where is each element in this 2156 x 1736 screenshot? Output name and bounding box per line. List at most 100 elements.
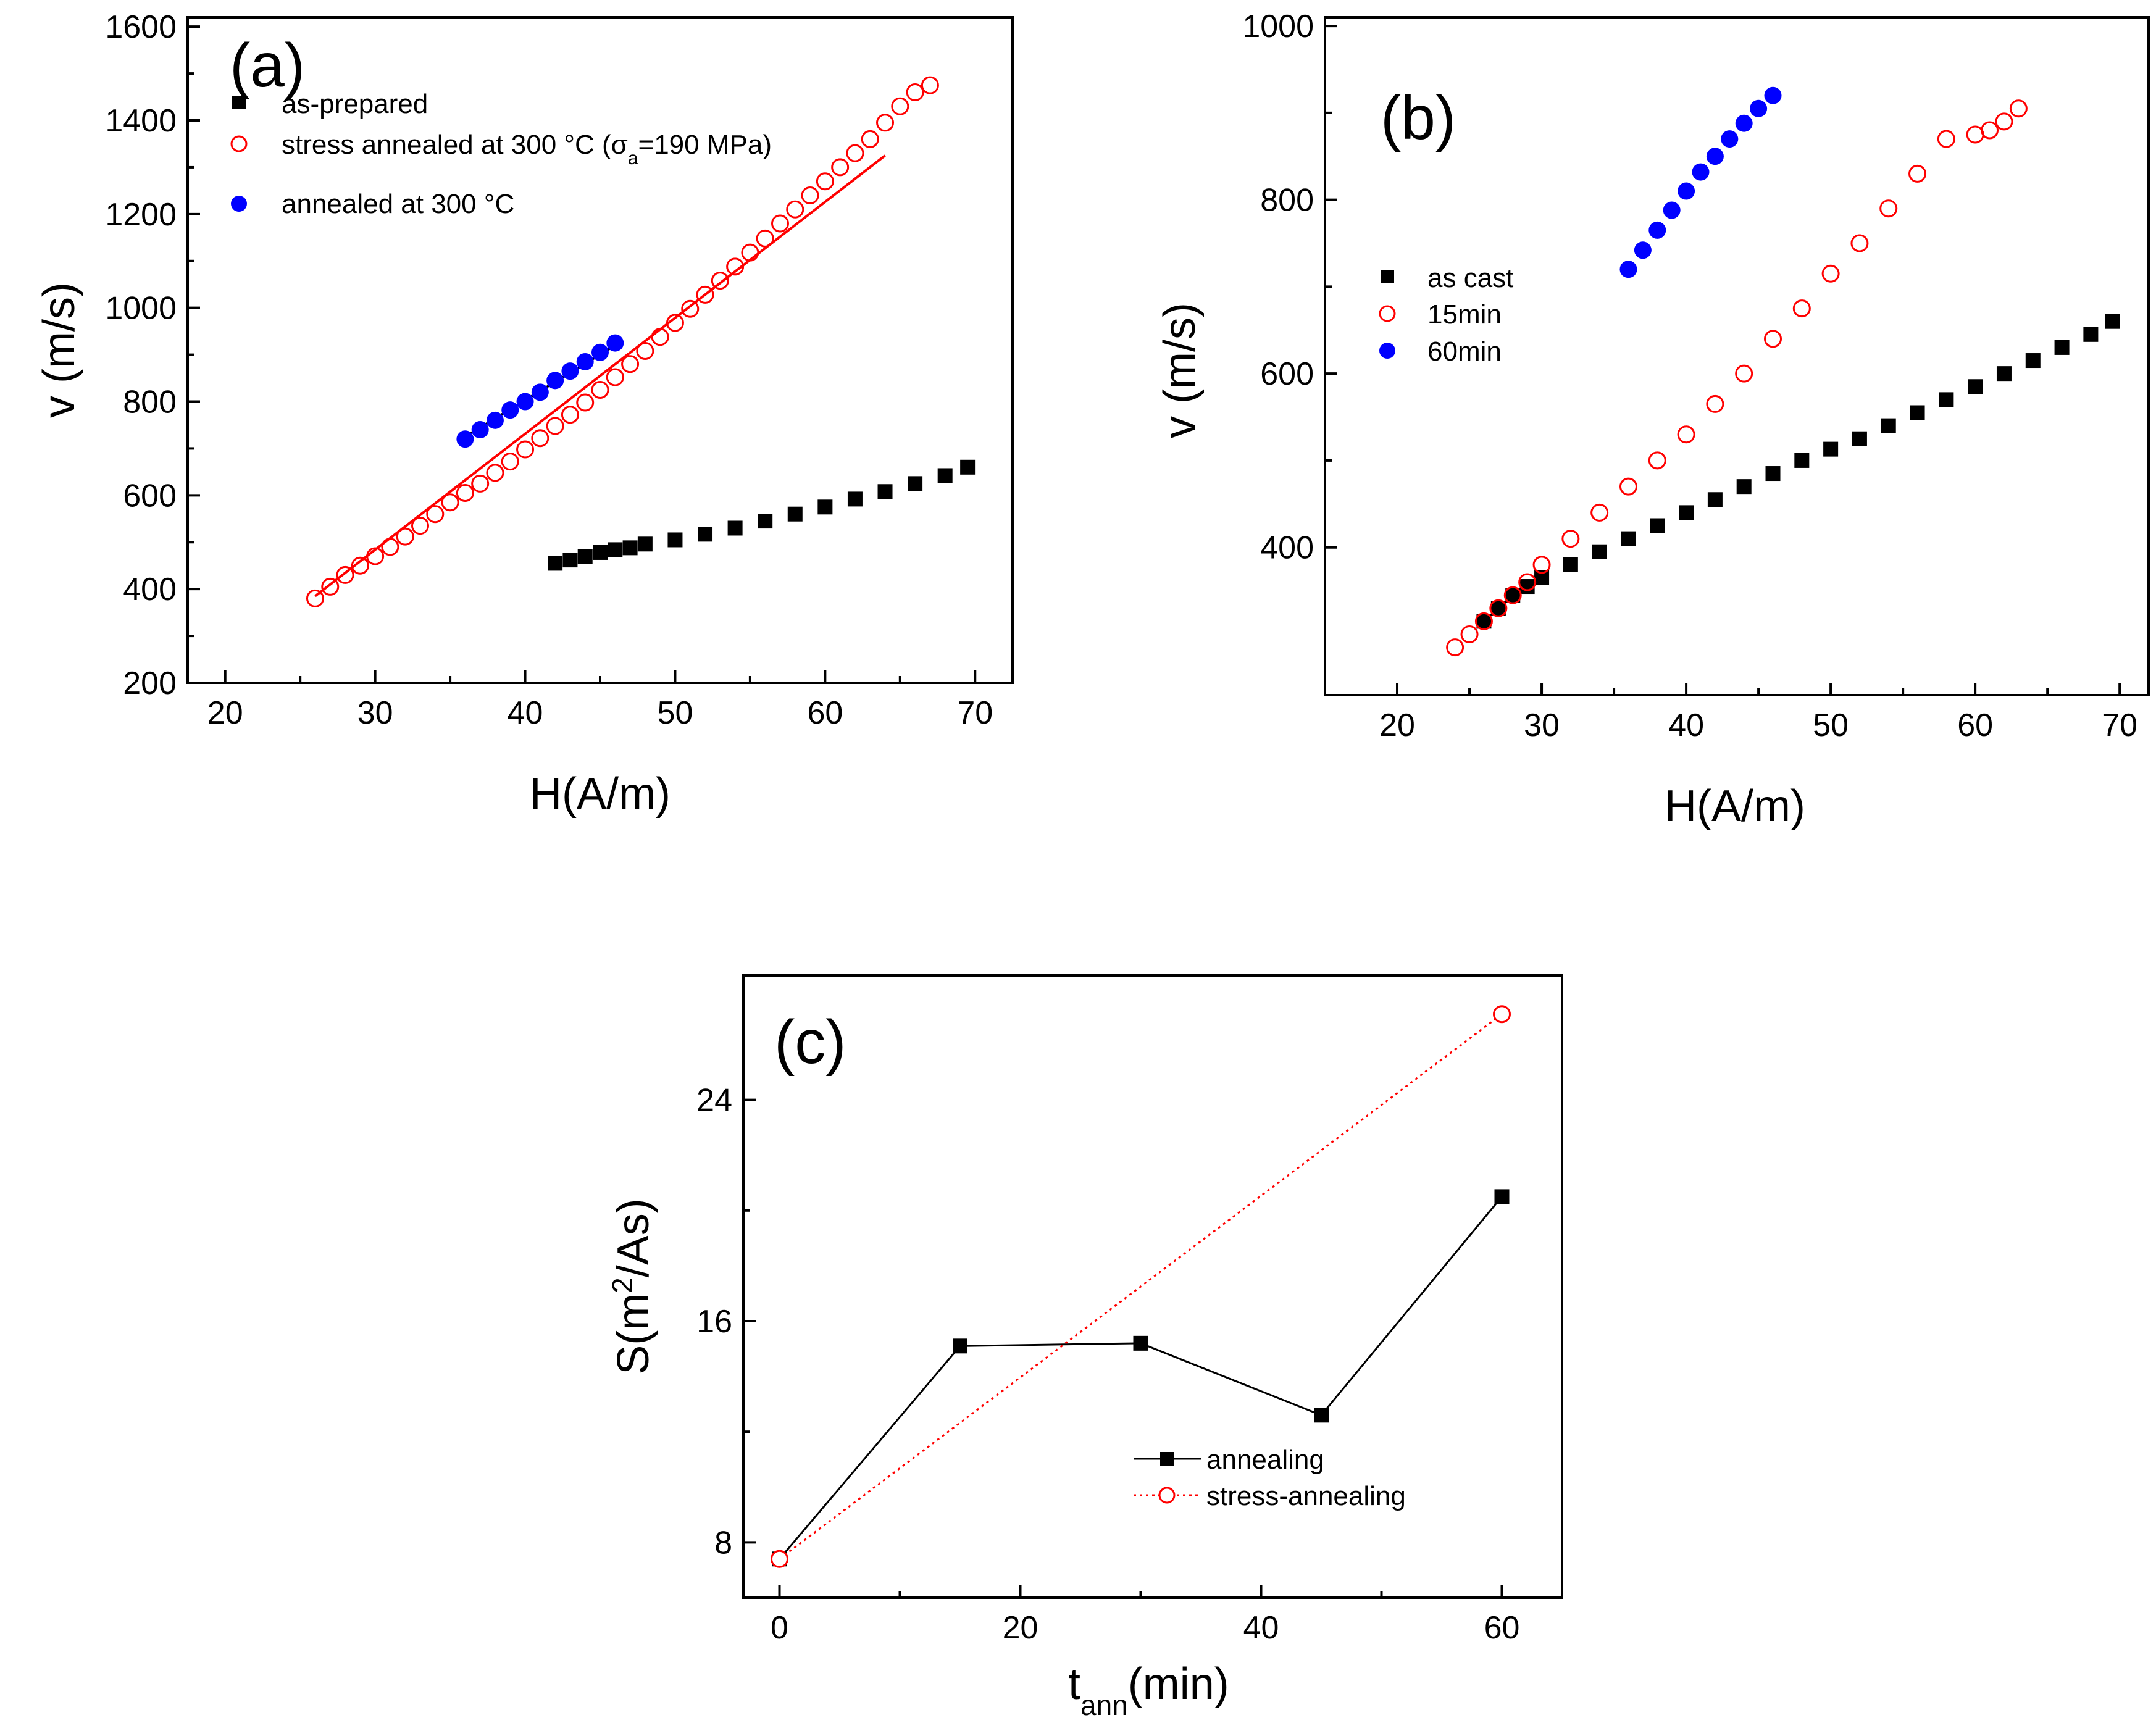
xtick-label-40: 40 [1243,1610,1279,1646]
point-s1-33 [801,186,819,204]
point-s0-13 [1794,453,1810,468]
point-s2-5 [1692,163,1710,181]
panel-a-xlabel: H(A/m) [530,769,671,819]
point-s1-1 [1493,1005,1511,1024]
point-s0-24 [2105,314,2120,329]
point-s0-5 [622,540,638,556]
point-s2-4 [516,393,534,411]
point-s0-23 [2083,327,2099,342]
legend-marker-stress-annealing [1158,1487,1176,1504]
point-s1-18 [1879,199,1898,218]
legend-marker-stress-annealed [230,135,248,152]
point-s0-9 [1679,505,1694,520]
point-s1-8 [426,505,445,524]
point-s0-17 [1910,405,1925,420]
point-s0-3 [593,545,608,560]
panel-a-ticks: 20 30 40 50 60 70 200 400 600 800 1000 1200 1400 1600 [105,9,993,731]
point-s1-13 [501,453,519,471]
point-s1-4 [366,547,385,565]
point-s0-12 [817,499,833,515]
panel-b-frame [1324,16,2150,696]
ytick-label-400: 400 [123,572,177,607]
point-s0-17 [960,459,976,475]
point-s0-7 [1621,531,1636,546]
point-s1-35 [831,158,850,177]
point-s0-8 [698,527,713,542]
ytick-label-800: 800 [123,385,177,420]
point-s2-3 [501,401,519,419]
xtick-label-20: 20 [1379,707,1415,743]
point-s1-34 [816,172,834,191]
point-s0-13 [847,491,863,507]
point-s1-4 [1503,586,1522,604]
point-s1-28 [726,257,745,276]
point-s1-25 [681,299,700,318]
panel-b-label: (b) [1381,83,1456,152]
point-s1-15 [531,429,549,448]
point-s2-1 [1634,241,1652,259]
xtick-label-40: 40 [1668,707,1704,743]
point-s0-14 [877,484,893,499]
point-s0-10 [1707,492,1723,507]
panel-c-legend: annealing stress-annealing [1134,1445,1406,1511]
ytick-label-1600: 1600 [105,9,177,45]
point-s1-19 [591,381,609,399]
legend-label-annealing: annealing [1206,1445,1324,1475]
point-s0-15 [908,476,923,491]
legend-marker-15min [1379,305,1396,322]
point-s1-14 [516,440,535,459]
point-s0-14 [1823,441,1839,457]
ytick-label-24: 24 [696,1083,732,1119]
xtick-label-20: 20 [1003,1610,1038,1646]
point-s0-6 [1592,544,1607,559]
point-s1-19 [1908,164,1927,183]
point-s1-12 [1706,394,1724,413]
ytick-label-200: 200 [123,666,177,701]
point-s1-17 [561,406,579,424]
panel-b: 20 30 40 50 60 70 400 600 800 1000 (b) H(A/m) v (… [1155,9,2150,831]
point-s1-6 [1532,556,1551,574]
point-s1-24 [2009,99,2028,118]
ytick-label-600: 600 [123,478,177,514]
ytick-label-1200: 1200 [105,197,177,233]
series-line-1 [779,1013,1503,1560]
point-s1-26 [696,285,714,304]
point-s0-4 [608,542,623,557]
point-s1-16 [546,417,564,435]
point-s2-6 [1706,148,1724,165]
ytick-label-1000: 1000 [1242,9,1314,44]
point-s0-3 [1519,579,1535,595]
legend-label-stress-annealed: stress annealed at 300 °C (σa=190 MPa) [282,130,772,169]
point-s1-13 [1735,364,1753,383]
legend-label-annealed: annealed at 300 °C [282,189,514,219]
point-s1-30 [756,229,774,248]
xtick-label-50: 50 [1813,707,1849,743]
point-s0-18 [1939,392,1954,407]
point-s1-40 [906,83,924,101]
point-s2-8 [1735,114,1753,132]
point-s1-9 [1619,477,1637,496]
legend-marker-annealing [1160,1452,1174,1466]
panel-b-ylabel: v (m/s) [1155,303,1205,438]
panel-b-legend: as cast 15min 60min [1379,263,1513,367]
point-s1-36 [846,144,864,162]
ytick-label-8: 8 [714,1525,732,1561]
point-s0-9 [727,520,743,536]
point-s0-7 [667,532,683,548]
point-s1-12 [486,464,504,482]
point-s1-27 [711,272,729,290]
point-s1-8 [1590,503,1609,522]
point-s1-6 [396,527,414,546]
xtick-label-70: 70 [2102,707,2137,743]
panel-c-marks [771,1005,1511,1568]
panel-c-ylabel: S(m2/As) [606,1198,658,1375]
legend-marker-60min [1379,343,1395,359]
point-s0-1 [953,1338,967,1354]
fit-line-0 [314,154,886,598]
legend-marker-as-prepared [232,96,246,109]
point-s0-11 [1736,479,1752,495]
point-s2-4 [1678,182,1695,200]
point-s2-10 [606,334,624,352]
point-s1-3 [1489,599,1508,617]
